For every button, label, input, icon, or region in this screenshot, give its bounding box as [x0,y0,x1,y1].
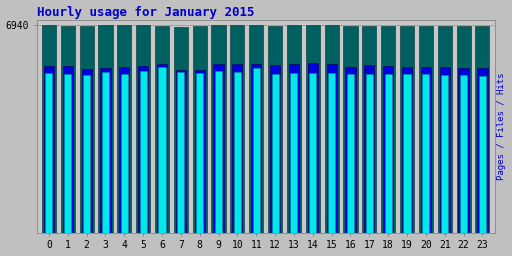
Bar [422,74,430,233]
Bar [42,25,56,233]
Bar [79,26,94,233]
Bar [457,26,471,233]
Bar [419,26,433,233]
Bar [232,65,243,233]
Bar [102,72,109,233]
Bar [347,74,354,233]
Bar [421,67,431,233]
Bar [475,26,489,233]
Bar [381,26,395,233]
Bar [440,67,450,233]
Bar [400,26,414,233]
Bar [477,68,487,233]
Bar [65,74,71,233]
Bar [159,67,165,233]
Bar [479,76,486,233]
Bar [157,64,167,233]
Text: Hourly usage for January 2015: Hourly usage for January 2015 [37,6,254,18]
Bar [270,65,280,233]
Bar [230,25,244,233]
Bar [98,25,113,233]
Y-axis label: Pages / Files / Hits: Pages / Files / Hits [498,72,506,180]
Bar [214,64,224,233]
Bar [327,64,337,233]
Bar [177,72,184,233]
Bar [253,68,260,233]
Bar [364,65,374,233]
Bar [119,67,130,233]
Bar [100,68,111,233]
Bar [44,66,54,233]
Bar [344,26,357,233]
Bar [251,64,261,233]
Bar [249,25,263,233]
Bar [140,71,147,233]
Bar [306,25,320,233]
Bar [385,74,392,233]
Bar [460,75,467,233]
Bar [458,68,468,233]
Bar [403,74,411,233]
Bar [346,67,355,233]
Bar [325,25,339,233]
Bar [441,75,449,233]
Bar [174,27,188,233]
Bar [309,73,316,233]
Bar [61,26,75,233]
Bar [289,63,299,233]
Bar [136,25,150,233]
Bar [117,25,132,233]
Bar [155,26,169,233]
Bar [215,71,222,233]
Bar [121,74,128,233]
Bar [62,66,73,233]
Bar [362,26,376,233]
Bar [83,75,90,233]
Bar [46,73,52,233]
Bar [366,74,373,233]
Bar [81,69,92,233]
Bar [176,70,186,233]
Bar [438,26,452,233]
Bar [308,63,318,233]
Bar [271,74,279,233]
Bar [138,66,148,233]
Bar [328,72,335,233]
Bar [290,73,297,233]
Bar [211,25,226,233]
Bar [402,67,412,233]
Bar [193,26,207,233]
Bar [268,26,282,233]
Bar [196,73,203,233]
Bar [383,66,393,233]
Bar [234,72,241,233]
Bar [195,70,205,233]
Bar [287,25,301,233]
